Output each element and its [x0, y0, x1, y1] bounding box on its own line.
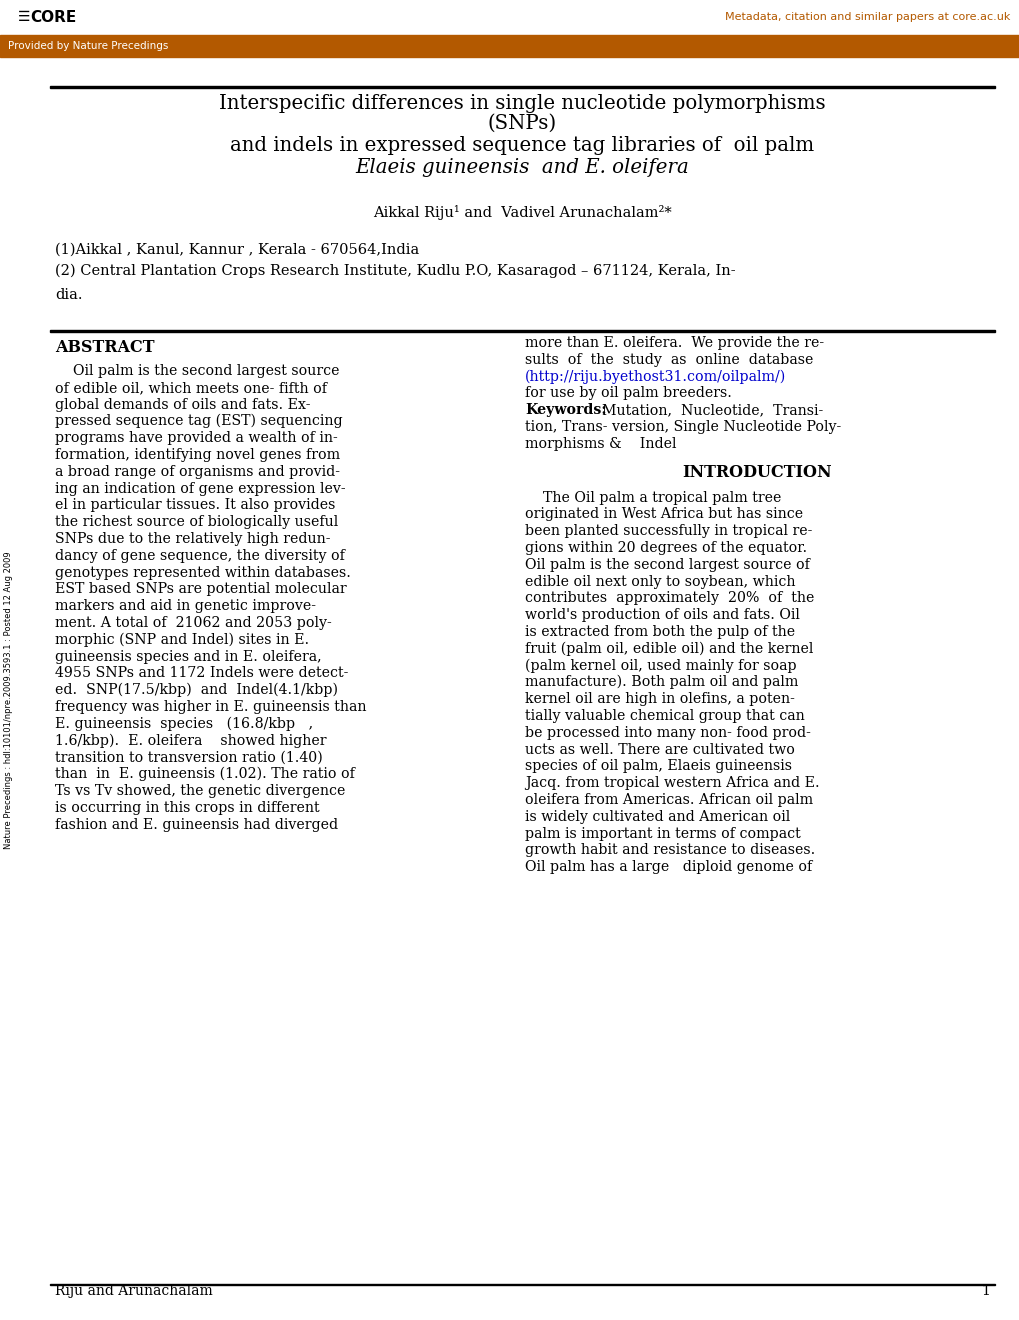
Text: world's production of oils and fats. Oil: world's production of oils and fats. Oil	[525, 609, 799, 622]
Text: been planted successfully in tropical re-: been planted successfully in tropical re…	[525, 524, 811, 539]
Bar	[50, 330, 994, 333]
Text: sults  of  the  study  as  online  database: sults of the study as online database	[525, 352, 812, 367]
Text: Interspecific differences in single nucleotide polymorphisms: Interspecific differences in single nucl…	[219, 94, 825, 114]
Text: INTRODUCTION: INTRODUCTION	[682, 465, 832, 480]
Text: (1)Aikkal , Kanul, Kannur , Kerala - 670564,India: (1)Aikkal , Kanul, Kannur , Kerala - 670…	[55, 243, 419, 257]
Text: morphic (SNP and Indel) sites in E.: morphic (SNP and Indel) sites in E.	[55, 632, 309, 647]
Text: Provided by Nature Precedings: Provided by Nature Precedings	[8, 41, 168, 51]
Text: transition to transversion ratio (1.40): transition to transversion ratio (1.40)	[55, 750, 322, 764]
Text: is occurring in this crops in different: is occurring in this crops in different	[55, 801, 319, 814]
Text: 1.6/kbp).  E. oleifera    showed higher: 1.6/kbp). E. oleifera showed higher	[55, 733, 326, 747]
Text: kernel oil are high in olefins, a poten-: kernel oil are high in olefins, a poten-	[525, 692, 794, 706]
Text: dia.: dia.	[55, 288, 83, 302]
Text: dancy of gene sequence, the diversity of: dancy of gene sequence, the diversity of	[55, 549, 344, 562]
Text: (SNPs): (SNPs)	[487, 114, 556, 133]
Text: is widely cultivated and American oil: is widely cultivated and American oil	[525, 809, 790, 824]
Text: edible oil next only to soybean, which: edible oil next only to soybean, which	[525, 574, 795, 589]
Text: 4955 SNPs and 1172 Indels were detect-: 4955 SNPs and 1172 Indels were detect-	[55, 667, 348, 680]
Text: frequency was higher in E. guineensis than: frequency was higher in E. guineensis th…	[55, 700, 366, 714]
Text: Oil palm is the second largest source: Oil palm is the second largest source	[55, 364, 339, 378]
Text: morphisms &    Indel: morphisms & Indel	[525, 437, 676, 451]
Text: ment. A total of  21062 and 2053 poly-: ment. A total of 21062 and 2053 poly-	[55, 616, 331, 630]
Text: SNPs due to the relatively high redun-: SNPs due to the relatively high redun-	[55, 532, 330, 546]
Text: for use by oil palm breeders.: for use by oil palm breeders.	[525, 387, 732, 400]
Text: CORE: CORE	[30, 9, 76, 25]
Text: originated in West Africa but has since: originated in West Africa but has since	[525, 507, 802, 521]
Text: ABSTRACT: ABSTRACT	[55, 339, 154, 356]
Text: ing an indication of gene expression lev-: ing an indication of gene expression lev…	[55, 482, 345, 495]
Bar	[50, 1283, 994, 1284]
Text: pressed sequence tag (EST) sequencing: pressed sequence tag (EST) sequencing	[55, 414, 342, 429]
Text: manufacture). Both palm oil and palm: manufacture). Both palm oil and palm	[525, 675, 798, 689]
Text: Riju and Arunachalam: Riju and Arunachalam	[55, 1284, 213, 1298]
Text: and indels in expressed sequence tag libraries of  oil palm: and indels in expressed sequence tag lib…	[230, 136, 814, 154]
Text: markers and aid in genetic improve-: markers and aid in genetic improve-	[55, 599, 316, 614]
Text: tially valuable chemical group that can: tially valuable chemical group that can	[525, 709, 804, 723]
Text: Metadata, citation and similar papers at core.ac.uk: Metadata, citation and similar papers at…	[723, 12, 1009, 22]
Text: Aikkal Riju¹ and  Vadivel Arunachalam²*: Aikkal Riju¹ and Vadivel Arunachalam²*	[373, 205, 672, 220]
Text: E. guineensis  species   (16.8/kbp   ,: E. guineensis species (16.8/kbp ,	[55, 717, 313, 731]
Text: Ts vs Tv showed, the genetic divergence: Ts vs Tv showed, the genetic divergence	[55, 784, 345, 799]
Text: guineensis species and in E. oleifera,: guineensis species and in E. oleifera,	[55, 649, 321, 664]
Text: Keywords:: Keywords:	[525, 403, 606, 417]
Text: programs have provided a wealth of in-: programs have provided a wealth of in-	[55, 432, 337, 445]
Text: fashion and E. guineensis had diverged: fashion and E. guineensis had diverged	[55, 817, 337, 832]
Bar	[50, 86, 994, 88]
Bar	[0, 0, 1019, 36]
Text: Jacq. from tropical western Africa and E.: Jacq. from tropical western Africa and E…	[525, 776, 819, 791]
Text: the richest source of biologically useful: the richest source of biologically usefu…	[55, 515, 338, 529]
Text: Mutation,  Nucleotide,  Transi-: Mutation, Nucleotide, Transi-	[592, 403, 822, 417]
Text: Oil palm is the second largest source of: Oil palm is the second largest source of	[525, 558, 809, 572]
Text: oleifera from Americas. African oil palm: oleifera from Americas. African oil palm	[525, 793, 812, 807]
Text: contributes  approximately  20%  of  the: contributes approximately 20% of the	[525, 591, 813, 606]
Text: is extracted from both the pulp of the: is extracted from both the pulp of the	[525, 624, 795, 639]
Text: The Oil palm a tropical palm tree: The Oil palm a tropical palm tree	[525, 491, 781, 504]
Bar	[0, 36, 1019, 57]
Text: formation, identifying novel genes from: formation, identifying novel genes from	[55, 447, 339, 462]
Text: el in particular tissues. It also provides: el in particular tissues. It also provid…	[55, 499, 335, 512]
Text: a broad range of organisms and provid-: a broad range of organisms and provid-	[55, 465, 339, 479]
Text: (palm kernel oil, used mainly for soap: (palm kernel oil, used mainly for soap	[525, 659, 796, 673]
Text: growth habit and resistance to diseases.: growth habit and resistance to diseases.	[525, 843, 814, 858]
Text: species of oil palm, Elaeis guineensis: species of oil palm, Elaeis guineensis	[525, 759, 791, 774]
Text: Oil palm has a large   diploid genome of: Oil palm has a large diploid genome of	[525, 861, 811, 874]
Text: fruit (palm oil, edible oil) and the kernel: fruit (palm oil, edible oil) and the ker…	[525, 642, 812, 656]
Text: tion, Trans- version, Single Nucleotide Poly-: tion, Trans- version, Single Nucleotide …	[525, 420, 841, 434]
Text: of edible oil, which meets one- fifth of: of edible oil, which meets one- fifth of	[55, 380, 327, 395]
Text: Elaeis guineensis  and E. oleifera: Elaeis guineensis and E. oleifera	[356, 158, 689, 177]
Text: global demands of oils and fats. Ex-: global demands of oils and fats. Ex-	[55, 397, 310, 412]
Text: ☰: ☰	[18, 11, 31, 24]
Text: (http://riju.byethost31.com/oilpalm/): (http://riju.byethost31.com/oilpalm/)	[525, 370, 786, 384]
Text: be processed into many non- food prod-: be processed into many non- food prod-	[525, 726, 810, 739]
Text: palm is important in terms of compact: palm is important in terms of compact	[525, 826, 800, 841]
Text: gions within 20 degrees of the equator.: gions within 20 degrees of the equator.	[525, 541, 806, 554]
Text: ed.  SNP(17.5/kbp)  and  Indel(4.1/kbp): ed. SNP(17.5/kbp) and Indel(4.1/kbp)	[55, 682, 337, 697]
Text: genotypes represented within databases.: genotypes represented within databases.	[55, 565, 351, 579]
Text: than  in  E. guineensis (1.02). The ratio of: than in E. guineensis (1.02). The ratio …	[55, 767, 355, 781]
Text: ucts as well. There are cultivated two: ucts as well. There are cultivated two	[525, 743, 794, 756]
Text: (2) Central Plantation Crops Research Institute, Kudlu P.O, Kasaragod – 671124, : (2) Central Plantation Crops Research In…	[55, 264, 735, 279]
Text: more than E. oleifera.  We provide the re-: more than E. oleifera. We provide the re…	[525, 337, 823, 350]
Text: EST based SNPs are potential molecular: EST based SNPs are potential molecular	[55, 582, 346, 597]
Text: Nature Precedings : hdl:10101/npre.2009.3593.1 : Posted 12 Aug 2009: Nature Precedings : hdl:10101/npre.2009.…	[4, 552, 13, 849]
Text: 1: 1	[980, 1284, 989, 1298]
